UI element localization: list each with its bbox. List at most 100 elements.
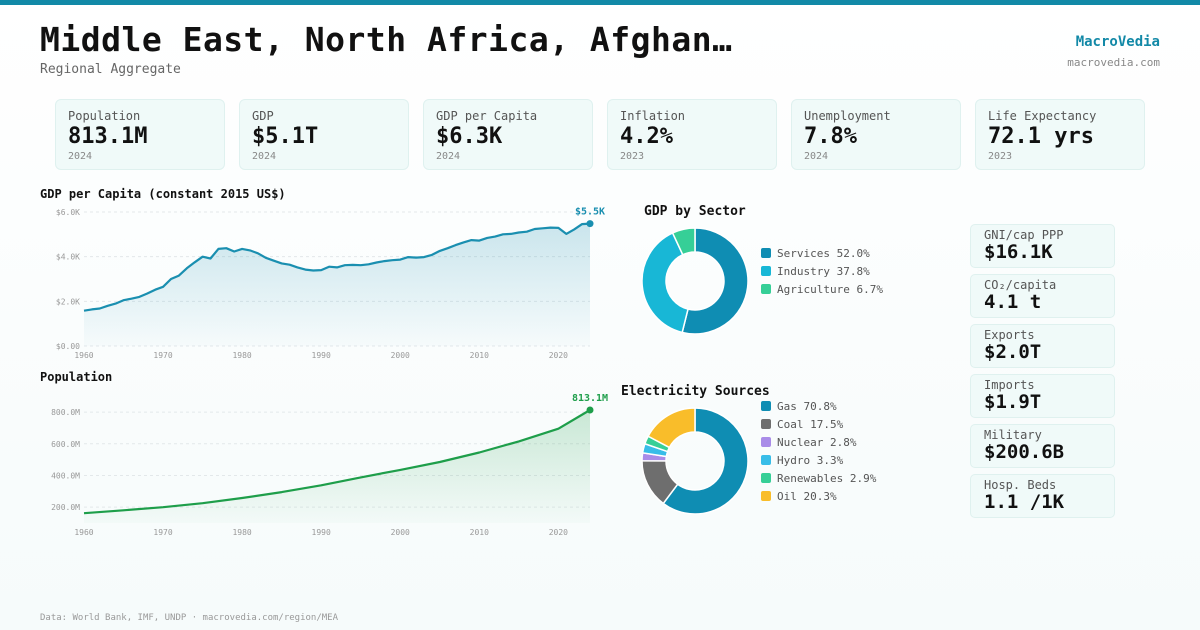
stat-card-gni-ppp: GNI/cap PPP $16.1K <box>970 224 1115 268</box>
source-footer: Data: World Bank, IMF, UNDP · macrovedia… <box>40 613 339 623</box>
x-tick-label: 1960 <box>74 528 93 537</box>
stat-label: GNI/cap PPP <box>984 228 1064 242</box>
x-tick-label: 2010 <box>470 351 489 360</box>
y-tick-label: $2.0K <box>56 297 80 306</box>
y-tick-label: 200.0M <box>51 503 80 512</box>
area-fill <box>84 410 590 523</box>
x-tick-label: 2000 <box>391 351 410 360</box>
kpi-label: GDP <box>252 109 274 123</box>
legend-label: Coal 17.5% <box>777 417 844 431</box>
population-chart: 200.0M 400.0M 600.0M 800.0M 1960 1970 1980 1990… <box>51 393 608 537</box>
kpi-card-gdp: GDP $5.1T 2024 <box>239 99 409 170</box>
end-point <box>586 220 594 228</box>
stat-value: $1.9T <box>984 391 1042 413</box>
legend-item-services: Services 52.0% <box>761 244 883 262</box>
gdp-per-capita-chart: $0.00 $2.0K $4.0K $6.0K 1960 1970 1980 1990 2000… <box>56 207 605 360</box>
donut-slice-gas <box>662 407 749 515</box>
kpi-value: $5.1T <box>252 124 319 149</box>
x-tick-label: 1970 <box>153 528 172 537</box>
legend-item-hydro: Hydro 3.3% <box>761 451 876 469</box>
stat-card-imports: Imports $1.9T <box>970 374 1115 418</box>
legend-label: Gas 70.8% <box>777 399 837 413</box>
x-tick-label: 2000 <box>391 528 410 537</box>
kpi-year: 2024 <box>436 151 461 162</box>
series-line <box>83 409 591 515</box>
y-tick-label: $6.0K <box>56 208 80 217</box>
page-subtitle: Regional Aggregate <box>40 62 181 77</box>
kpi-year: 2024 <box>68 151 93 162</box>
legend-item-coal: Coal 17.5% <box>761 415 876 433</box>
legend-item-renewables: Renewables 2.9% <box>761 469 876 487</box>
sector-chart-title: GDP by Sector <box>644 204 746 219</box>
legend-swatch <box>761 284 771 294</box>
x-tick-label: 2010 <box>470 528 489 537</box>
brand-logo[interactable]: MacroVedia <box>1075 34 1160 50</box>
kpi-card-gdp-per-capita: GDP per Capita $6.3K 2024 <box>423 99 593 170</box>
stat-value: 1.1 /1K <box>984 491 1065 513</box>
y-tick-label: 600.0M <box>51 440 80 449</box>
series-line <box>83 222 591 312</box>
stat-value: $16.1K <box>984 241 1053 263</box>
legend-swatch <box>761 473 771 483</box>
legend-label: Agriculture 6.7% <box>777 282 883 296</box>
legend-swatch <box>761 248 771 258</box>
kpi-label: GDP per Capita <box>436 109 538 123</box>
electricity-chart-title: Electricity Sources <box>621 384 770 399</box>
donut-slice-agriculture <box>671 227 696 256</box>
end-point <box>586 406 594 414</box>
end-value-label: $5.5K <box>575 207 605 218</box>
gdp-chart-title: GDP per Capita (constant 2015 US$) <box>40 187 286 201</box>
legend-item-oil: Oil 20.3% <box>761 487 876 505</box>
accent-bar <box>0 0 1200 5</box>
stat-label: Military <box>984 428 1042 442</box>
page-title: Middle East, North Africa, Afghan… <box>40 20 733 59</box>
y-tick-label: $4.0K <box>56 253 80 262</box>
kpi-value: $6.3K <box>436 124 503 149</box>
kpi-label: Unemployment <box>804 109 891 123</box>
legend-item-nuclear: Nuclear 2.8% <box>761 433 876 451</box>
legend-swatch <box>761 455 771 465</box>
x-tick-label: 1970 <box>153 351 172 360</box>
kpi-label: Life Expectancy <box>988 109 1097 123</box>
legend-item-industry: Industry 37.8% <box>761 262 883 280</box>
stat-value: $200.6B <box>984 441 1065 463</box>
stat-label: Exports <box>984 328 1035 342</box>
x-tick-label: 2020 <box>549 351 568 360</box>
legend-swatch <box>761 266 771 276</box>
x-tick-label: 1960 <box>74 351 93 360</box>
y-tick-label: 400.0M <box>51 471 80 480</box>
brand-url[interactable]: macrovedia.com <box>1067 56 1160 69</box>
stat-label: Hosp. Beds <box>984 478 1057 492</box>
legend-label: Industry 37.8% <box>777 264 870 278</box>
y-tick-label: 800.0M <box>51 408 80 417</box>
y-tick-label: $0.00 <box>56 342 80 351</box>
legend-label: Services 52.0% <box>777 246 870 260</box>
gdp-sector-donut <box>641 227 749 335</box>
legend-label: Renewables 2.9% <box>777 471 877 485</box>
kpi-value: 813.1M <box>68 124 148 149</box>
kpi-value: 4.2% <box>620 124 673 149</box>
legend-swatch <box>761 437 771 447</box>
legend-item-gas: Gas 70.8% <box>761 397 876 415</box>
donut-slice-oil <box>647 407 696 449</box>
kpi-year: 2023 <box>620 151 645 162</box>
stat-card-co2: CO₂/capita 4.1 t <box>970 274 1115 318</box>
x-tick-label: 1980 <box>232 528 251 537</box>
area-fill <box>84 223 590 346</box>
kpi-year: 2023 <box>988 151 1013 162</box>
kpi-card-population: Population 813.1M 2024 <box>55 99 225 170</box>
electricity-legend: Gas 70.8% Coal 17.5% Nuclear 2.8% Hydro 3.3… <box>761 397 876 505</box>
kpi-value: 7.8% <box>804 124 857 149</box>
donut-slice-services <box>681 227 749 335</box>
electricity-sources-donut <box>641 407 749 515</box>
stat-value: 4.1 t <box>984 291 1042 313</box>
stat-label: CO₂/capita <box>984 278 1057 292</box>
kpi-card-life-expectancy: Life Expectancy 72.1 yrs 2023 <box>975 99 1145 170</box>
stat-card-hospital-beds: Hosp. Beds 1.1 /1K <box>970 474 1115 518</box>
legend-label: Oil 20.3% <box>777 489 837 503</box>
kpi-card-unemployment: Unemployment 7.8% 2024 <box>791 99 961 170</box>
x-tick-label: 1980 <box>232 351 251 360</box>
legend-label: Nuclear 2.8% <box>777 435 857 449</box>
legend-swatch <box>761 491 771 501</box>
stat-label: Imports <box>984 378 1035 392</box>
